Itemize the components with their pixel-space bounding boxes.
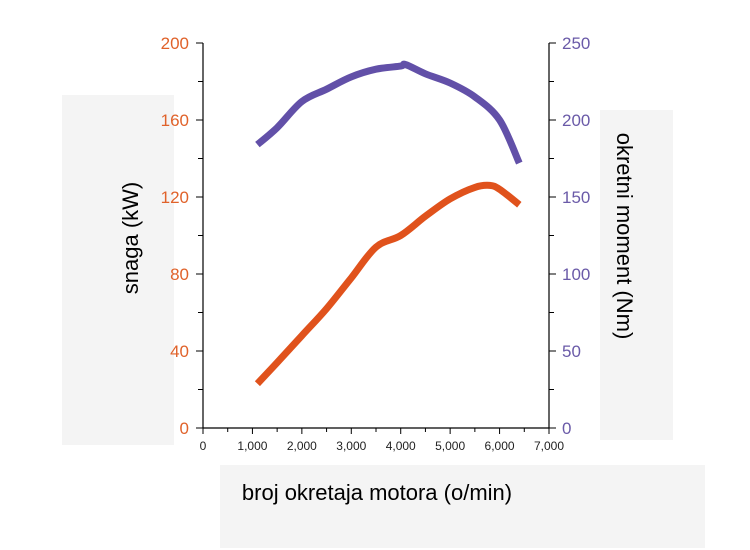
- y-left-tick-label: 40: [170, 342, 189, 361]
- axes: [196, 42, 556, 434]
- shaded-background-bottom: [220, 465, 705, 548]
- x-tick-label: 2,000: [287, 439, 317, 453]
- y-right-tick-label: 150: [562, 188, 590, 207]
- tick-labels: 0 40 80 120 160 200 0 50 100 150 200 250 0 1,000 2,000…: [161, 34, 591, 453]
- y-axis-right-title: okretni moment (Nm): [612, 133, 637, 340]
- y-right-tick-label: 200: [562, 111, 590, 130]
- y-left-tick-label: 80: [170, 265, 189, 284]
- y-right-tick-label: 0: [562, 419, 571, 438]
- y-axis-left-title: snaga (kW): [118, 182, 143, 294]
- x-tick-label: 3,000: [336, 439, 366, 453]
- x-tick-label: 6,000: [485, 439, 515, 453]
- x-axis-title: broj okretaja motora (o/min): [242, 480, 512, 505]
- y-left-tick-label: 0: [180, 419, 189, 438]
- torque-series-line: [255, 60, 523, 165]
- y-right-tick-label: 50: [562, 342, 581, 361]
- x-tick-label: 4,000: [386, 439, 416, 453]
- x-tick-label: 1,000: [237, 439, 267, 453]
- series-layer: [254, 60, 523, 387]
- x-tick-label: 7,000: [534, 439, 564, 453]
- y-left-tick-label: 200: [161, 34, 189, 53]
- power-series-line: [254, 181, 522, 387]
- y-right-tick-label: 250: [562, 34, 590, 53]
- x-tick-label: 0: [200, 439, 207, 453]
- shaded-background-left: [62, 95, 174, 445]
- y-left-tick-label: 120: [161, 188, 189, 207]
- y-right-tick-label: 100: [562, 265, 590, 284]
- shaded-background-right: [600, 110, 673, 440]
- y-left-tick-label: 160: [161, 111, 189, 130]
- x-tick-label: 5,000: [435, 439, 465, 453]
